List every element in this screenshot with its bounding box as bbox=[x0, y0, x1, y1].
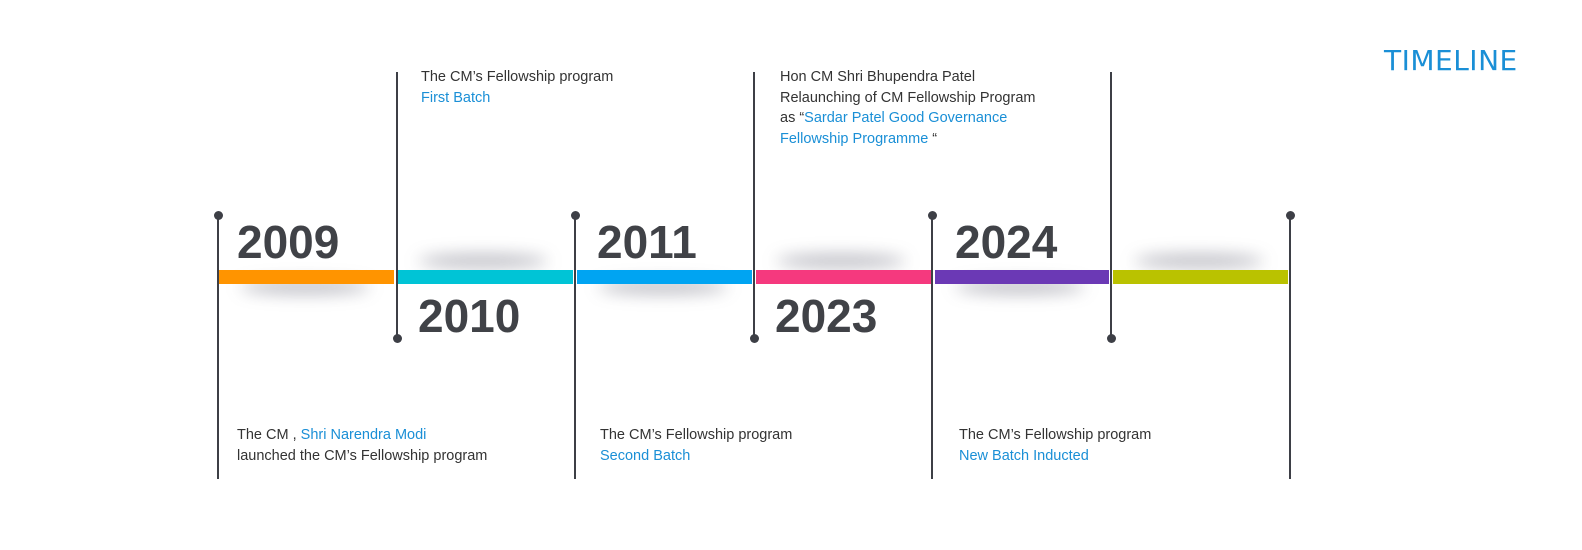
event-description-2024: The CM’s Fellowship program New Batch In… bbox=[959, 425, 1151, 466]
description-highlight: Shri Narendra Modi bbox=[300, 427, 427, 443]
timeline-marker-line bbox=[931, 215, 933, 479]
timeline-marker-dot bbox=[392, 333, 402, 343]
segment-shadow bbox=[418, 254, 548, 268]
year-label-2011: 2011 bbox=[597, 216, 697, 268]
description-text: Hon CM Shri Bhupendra Patel bbox=[780, 69, 976, 85]
timeline-marker-line bbox=[753, 72, 755, 338]
segment-shadow bbox=[1134, 254, 1264, 268]
timeline-segment-2023 bbox=[756, 270, 931, 284]
timeline-marker-line bbox=[1289, 215, 1291, 479]
timeline-marker-dot bbox=[570, 210, 580, 220]
timeline-marker-dot bbox=[1285, 210, 1295, 220]
year-label-2023: 2023 bbox=[775, 290, 878, 342]
timeline-marker-line bbox=[1110, 72, 1112, 338]
timeline-segment-2010 bbox=[398, 270, 573, 284]
timeline-segment-2009 bbox=[219, 270, 394, 284]
timeline-marker-dot bbox=[927, 210, 937, 220]
description-text: The CM’s Fellowship program bbox=[421, 69, 614, 85]
event-description-2010: The CM’s Fellowship program First Batch bbox=[421, 67, 613, 108]
timeline-title: TIMELINE bbox=[1384, 44, 1518, 77]
timeline-marker-dot bbox=[749, 333, 759, 343]
timeline-marker-line bbox=[217, 215, 219, 479]
timeline-marker-dot bbox=[213, 210, 223, 220]
segment-shadow bbox=[776, 254, 906, 268]
description-text: The CM , bbox=[237, 427, 301, 443]
description-text: “ bbox=[928, 130, 938, 147]
description-highlight: Fellowship Programme bbox=[780, 130, 929, 147]
year-label-2010: 2010 bbox=[418, 290, 521, 342]
timeline-marker-dot bbox=[1106, 333, 1116, 343]
description-text: The CM’s Fellowship program bbox=[600, 427, 793, 443]
timeline-segment-2011 bbox=[577, 270, 752, 284]
timeline-marker-line bbox=[574, 215, 576, 479]
event-description-2011: The CM’s Fellowship program Second Batch bbox=[600, 425, 792, 466]
timeline-marker-line bbox=[396, 72, 398, 338]
year-label-2024: 2024 bbox=[955, 216, 1058, 268]
description-highlight: Second Batch bbox=[600, 447, 691, 464]
timeline-segment-2024 bbox=[935, 270, 1109, 284]
description-highlight: New Batch Inducted bbox=[959, 447, 1089, 464]
description-highlight: First Batch bbox=[421, 89, 491, 106]
description-text: Relaunching of CM Fellowship Program bbox=[780, 89, 1036, 106]
event-description-2023: Hon CM Shri Bhupendra Patel Relaunching … bbox=[780, 67, 1035, 149]
description-text: as “ bbox=[780, 110, 805, 126]
event-description-2009: The CM , Shri Narendra Modi launched the… bbox=[237, 425, 487, 466]
description-text: launched the CM’s Fellowship program bbox=[237, 447, 488, 464]
year-label-2009: 2009 bbox=[237, 216, 340, 268]
description-text: The CM’s Fellowship program bbox=[959, 427, 1152, 443]
timeline-segment-end bbox=[1113, 270, 1288, 284]
description-highlight: Sardar Patel Good Governance bbox=[804, 110, 1008, 126]
